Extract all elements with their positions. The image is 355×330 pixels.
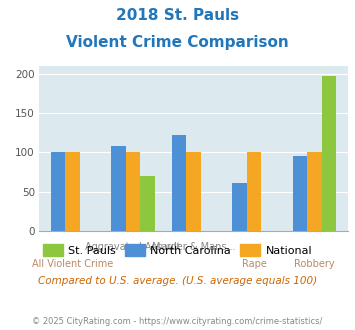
Text: All Violent Crime: All Violent Crime xyxy=(32,259,113,269)
Bar xyxy=(50,152,65,231)
Legend: St. Pauls, North Carolina, National: St. Pauls, North Carolina, National xyxy=(38,240,317,260)
Bar xyxy=(293,156,307,231)
Text: Robbery: Robbery xyxy=(294,259,335,269)
Text: Violent Crime Comparison: Violent Crime Comparison xyxy=(66,35,289,50)
Text: Aggravated Assault: Aggravated Assault xyxy=(85,242,181,252)
Text: Compared to U.S. average. (U.S. average equals 100): Compared to U.S. average. (U.S. average … xyxy=(38,276,317,285)
Bar xyxy=(65,152,80,231)
Bar xyxy=(126,152,140,231)
Bar xyxy=(232,183,247,231)
Bar xyxy=(186,152,201,231)
Text: Murder & Mans...: Murder & Mans... xyxy=(152,242,235,252)
Bar xyxy=(322,76,337,231)
Bar xyxy=(111,146,126,231)
Text: © 2025 CityRating.com - https://www.cityrating.com/crime-statistics/: © 2025 CityRating.com - https://www.city… xyxy=(32,317,323,326)
Text: Rape: Rape xyxy=(242,259,267,269)
Bar xyxy=(247,152,261,231)
Bar xyxy=(172,135,186,231)
Bar xyxy=(140,176,155,231)
Text: 2018 St. Pauls: 2018 St. Pauls xyxy=(116,8,239,23)
Bar xyxy=(307,152,322,231)
